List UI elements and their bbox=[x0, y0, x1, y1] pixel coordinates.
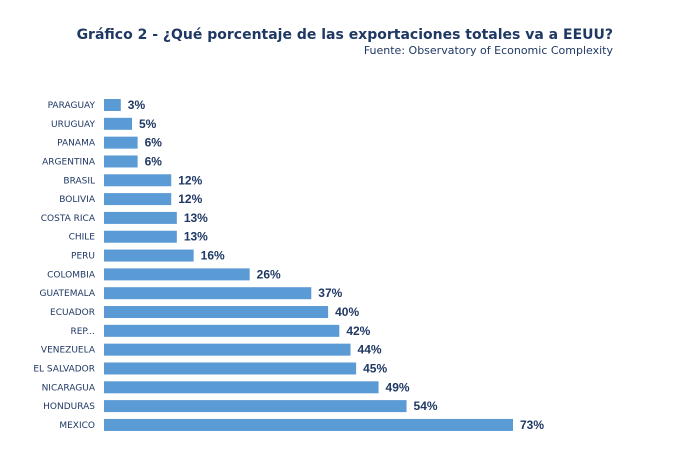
value-label: 6% bbox=[145, 136, 163, 150]
value-label: 44% bbox=[358, 343, 382, 357]
category-label: REP... bbox=[70, 327, 95, 337]
bar bbox=[104, 230, 177, 243]
value-label: 16% bbox=[201, 249, 225, 263]
bar bbox=[104, 193, 172, 206]
value-label: 13% bbox=[184, 211, 208, 225]
category-label: NICARAGUA bbox=[42, 383, 96, 393]
bar bbox=[104, 249, 194, 262]
bar bbox=[104, 343, 351, 356]
bar bbox=[104, 362, 357, 375]
category-label: ECUADOR bbox=[50, 308, 95, 318]
bar bbox=[104, 400, 407, 413]
value-label: 40% bbox=[335, 305, 359, 319]
value-label: 26% bbox=[257, 267, 281, 281]
value-label: 45% bbox=[363, 361, 387, 375]
bar bbox=[104, 99, 121, 111]
bar bbox=[104, 418, 513, 431]
value-label: 54% bbox=[414, 399, 438, 413]
category-label: URUGUAY bbox=[51, 120, 95, 130]
category-label: ARGENTINA bbox=[42, 157, 96, 167]
category-label: BRASIL bbox=[63, 176, 95, 186]
value-label: 13% bbox=[184, 230, 208, 244]
category-label: GUATEMALA bbox=[39, 289, 95, 299]
bar bbox=[104, 174, 172, 187]
bar bbox=[104, 268, 250, 281]
chart-title: Gráfico 2 - ¿Qué porcentaje de las expor… bbox=[76, 27, 613, 43]
bar bbox=[104, 306, 329, 319]
category-label: BOLIVIA bbox=[59, 195, 96, 205]
value-label: 49% bbox=[386, 380, 410, 394]
chart-subtitle: Fuente: Observatory of Economic Complexi… bbox=[363, 44, 613, 57]
value-label: 12% bbox=[178, 192, 202, 206]
category-label: COSTA RICA bbox=[41, 214, 96, 224]
category-label: PARAGUAY bbox=[48, 101, 96, 111]
bar bbox=[104, 287, 312, 300]
bar bbox=[104, 211, 177, 224]
bar bbox=[104, 155, 138, 168]
value-label: 37% bbox=[318, 286, 342, 300]
value-label: 12% bbox=[178, 173, 202, 187]
category-label: VENEZUELA bbox=[41, 346, 96, 356]
value-label: 5% bbox=[139, 117, 157, 131]
category-label: PANAMA bbox=[57, 139, 96, 149]
value-label: 6% bbox=[145, 154, 163, 168]
bar bbox=[104, 136, 138, 149]
category-label: PERU bbox=[71, 252, 95, 262]
bar bbox=[104, 117, 133, 130]
category-label: EL SALVADOR bbox=[33, 364, 95, 374]
category-label: CHILE bbox=[69, 233, 96, 243]
value-label: 73% bbox=[520, 418, 544, 432]
bar bbox=[104, 324, 340, 337]
title-block: Gráfico 2 - ¿Qué porcentaje de las expor… bbox=[77, 26, 613, 58]
category-label: COLOMBIA bbox=[47, 270, 96, 280]
category-label: MEXICO bbox=[59, 421, 95, 431]
value-label: 3% bbox=[128, 98, 146, 112]
bar bbox=[104, 381, 379, 394]
value-label: 42% bbox=[346, 324, 370, 338]
category-label: HONDURAS bbox=[43, 402, 95, 412]
